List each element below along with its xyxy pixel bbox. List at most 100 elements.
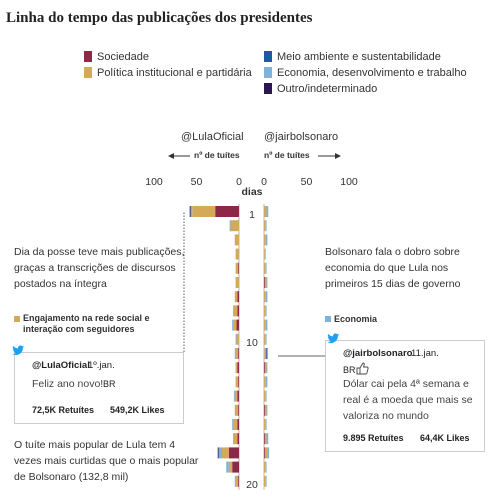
chart-title: Linha do tempo das publicações dos presi…: [6, 10, 313, 26]
right-unit-label: nº de tuítes: [264, 150, 310, 160]
bar-segment: [264, 390, 266, 402]
bar-segment: [235, 277, 239, 288]
bar-segment: [236, 319, 239, 331]
y-tick-bg: [245, 335, 259, 348]
y-axis-label: dias: [241, 186, 262, 198]
bar-segment: [234, 475, 236, 487]
tweet-lula-likes: 549,2K Likes: [110, 405, 165, 415]
bar-segment: [265, 419, 267, 430]
x-tick-label-right: 100: [340, 176, 358, 188]
bar-segment: [237, 433, 239, 445]
annotation-lula-posse: Dia da posse teve mais publicações, graç…: [14, 246, 185, 290]
y-tick-bg: [245, 477, 259, 490]
bar-segment: [264, 404, 267, 416]
y-tick-bg: [245, 208, 259, 220]
bar-segment: [265, 319, 268, 331]
bar-segment: [264, 404, 265, 416]
tweet-lula-text: Feliz ano novo!: [32, 378, 104, 390]
tweet-bolsonaro-text: Dólar cai pela 4ª semana e real é a moed…: [343, 378, 473, 422]
tag-right-label: Economia: [334, 314, 378, 324]
tweet-lula-handle: @LulaOficial: [32, 360, 90, 371]
tag-right-swatch: [325, 316, 331, 322]
bar-segment: [264, 248, 265, 260]
x-tick-label-left: 0: [236, 176, 242, 188]
bar-segment: [266, 404, 268, 416]
tweet-bolsonaro-retweets: 9.895 Retuítes: [343, 433, 404, 443]
bar-segment: [234, 348, 236, 359]
annotation-bolsonaro-economia: Bolsonaro fala o dobro sobre economia do…: [325, 246, 461, 290]
bar-segment: [235, 362, 238, 374]
bar-segment: [237, 291, 239, 303]
bar-segment: [238, 262, 239, 274]
bar-segment: [235, 475, 239, 487]
bar-segment: [264, 348, 265, 359]
bar-segment: [235, 248, 239, 260]
bar-segment: [238, 376, 239, 388]
bar-segment: [264, 333, 266, 345]
y-tick-label: 1: [249, 209, 255, 221]
bar-segment: [234, 291, 238, 303]
bar-segment: [234, 404, 239, 416]
bar-segment: [235, 376, 239, 388]
left-handle: @LulaOficial: [181, 131, 244, 143]
bar-segment: [266, 433, 269, 445]
bar-segment: [235, 333, 237, 345]
bar-segment: [233, 319, 237, 331]
bar-segment: [238, 348, 239, 359]
bar-segment: [228, 461, 233, 473]
bar-segment: [265, 376, 268, 388]
bar-segment: [264, 362, 267, 374]
x-tick-label-right: 0: [261, 176, 267, 188]
bar-segment: [222, 447, 229, 459]
chart-axes: 100 50 0 0 50 100 dias 1 10 20: [145, 176, 358, 491]
bar-segment: [266, 277, 268, 288]
bar-segment: [234, 390, 238, 402]
bar-segment: [189, 206, 191, 217]
bar-segment: [264, 419, 266, 430]
legend-swatch-outro: [264, 83, 272, 94]
bar-segment: [235, 348, 239, 359]
bolsonaro-bars: [264, 206, 270, 487]
legend-swatch-meio-ambiente: [264, 51, 272, 62]
bar-segment: [265, 475, 267, 487]
bar-segment: [264, 277, 265, 288]
bar-segment: [264, 348, 267, 359]
bar-segment: [234, 234, 239, 246]
x-tick-label-left: 50: [191, 176, 203, 188]
x-tick-label-right: 50: [301, 176, 313, 188]
bar-segment: [233, 433, 238, 445]
bar-segment: [232, 319, 234, 331]
bar-segment: [265, 461, 267, 473]
bar-segment: [265, 262, 267, 274]
bar-segment: [264, 206, 267, 217]
tweet-lula-date: 1º.jan.: [88, 360, 115, 371]
bar-segment: [218, 447, 222, 459]
tag-left-label: Engajamento na rede social e interação c…: [23, 313, 150, 334]
legend-label-politica: Política institucional e partidária: [97, 67, 252, 79]
y-tick-label: 20: [246, 479, 258, 491]
bar-segment: [215, 206, 239, 217]
bar-segment: [229, 220, 231, 232]
tweet-lula-retweets: 72,5K Retuítes: [32, 405, 95, 415]
bar-segment: [228, 447, 239, 459]
bar-segment: [265, 305, 267, 317]
bar-segment: [264, 433, 267, 445]
bar-segment: [266, 362, 268, 374]
twitter-bird-icon: [327, 333, 339, 343]
tweet-bolsonaro-flag: BR: [343, 365, 356, 375]
bar-segment: [264, 234, 266, 246]
legend-swatch-economia: [264, 67, 272, 78]
tweet-bolsonaro-likes: 64,4K Likes: [420, 433, 470, 443]
y-tick-label: 10: [246, 337, 258, 349]
twitter-bird-icon: [12, 345, 24, 355]
tweet-bolsonaro-date: 11.jan.: [411, 348, 439, 359]
bar-segment: [267, 447, 270, 459]
bar-segment: [233, 433, 234, 445]
legend-swatch-sociedade: [84, 51, 92, 62]
bar-segment: [265, 333, 267, 345]
bar-segment: [192, 206, 216, 217]
tweet-card-bolsonaro: [325, 340, 485, 452]
bar-segment: [264, 362, 265, 374]
tweet-bolsonaro-handle: @jairbolsonaro: [343, 348, 413, 359]
